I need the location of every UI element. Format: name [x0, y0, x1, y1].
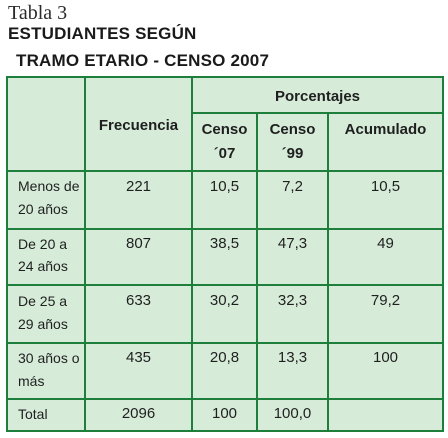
header-censo-99-line2: ´99: [281, 145, 304, 162]
cell-acumulado: 10,5: [370, 178, 401, 195]
cell-censo-07: 38,5: [209, 235, 240, 252]
grid-line: [191, 78, 193, 430]
grid-line: [8, 342, 442, 344]
header-censo-07-line1: Censo: [201, 121, 248, 138]
header-porcentajes: Porcentajes: [274, 88, 361, 105]
grid-line: [84, 78, 86, 430]
header-frecuencia: Frecuencia: [98, 117, 179, 134]
grid-line: [191, 112, 442, 114]
header-censo-07-line2: ´07: [213, 145, 236, 162]
row-label-line1: Menos de: [18, 178, 80, 194]
row-label-line1: De 25 a: [18, 293, 68, 309]
grid-line: [8, 284, 442, 286]
data-table: Frecuencia Porcentajes Censo ´07 Censo ´…: [6, 76, 444, 432]
cell-acumulado: 49: [377, 235, 394, 252]
cell-censo-99: 13,3: [277, 349, 308, 366]
grid-line: [256, 112, 258, 430]
cell-censo-99-total: 100,0: [273, 405, 312, 422]
cell-frecuencia: 221: [125, 178, 152, 195]
row-label-line2: 24 años: [18, 258, 68, 274]
cell-censo-07: 20,8: [209, 349, 240, 366]
row-label-line2: 20 años: [18, 201, 68, 217]
grid-line: [8, 170, 442, 172]
cell-censo-07: 10,5: [209, 178, 240, 195]
grid-line: [8, 398, 442, 400]
row-label-line2: 29 años: [18, 316, 68, 332]
table-title-line2: TRAMO ETARIO - CENSO 2007: [16, 51, 270, 70]
cell-censo-07: 30,2: [209, 292, 240, 309]
cell-frecuencia: 435: [125, 349, 152, 366]
cell-acumulado: 100: [372, 349, 399, 366]
row-label-line2: más: [18, 373, 45, 389]
row-label-line1: De 20 a: [18, 236, 68, 252]
cell-censo-99: 7,2: [282, 178, 303, 195]
cell-censo-99: 32,3: [277, 292, 308, 309]
row-label-line1: 30 años o: [18, 350, 80, 366]
cell-censo-07-total: 100: [211, 405, 238, 422]
row-label-total: Total: [18, 406, 48, 422]
grid-line: [8, 228, 442, 230]
header-acumulado: Acumulado: [344, 121, 427, 138]
cell-frecuencia: 633: [125, 292, 152, 309]
cell-frecuencia: 807: [125, 235, 152, 252]
cell-acumulado: 79,2: [370, 292, 401, 309]
header-censo-99-line1: Censo: [269, 121, 316, 138]
cell-censo-99: 47,3: [277, 235, 308, 252]
table-title-line1: ESTUDIANTES SEGÚN: [8, 24, 197, 43]
table-number: Tabla 3: [8, 2, 68, 24]
grid-line: [327, 112, 329, 430]
cell-frecuencia-total: 2096: [121, 405, 156, 422]
